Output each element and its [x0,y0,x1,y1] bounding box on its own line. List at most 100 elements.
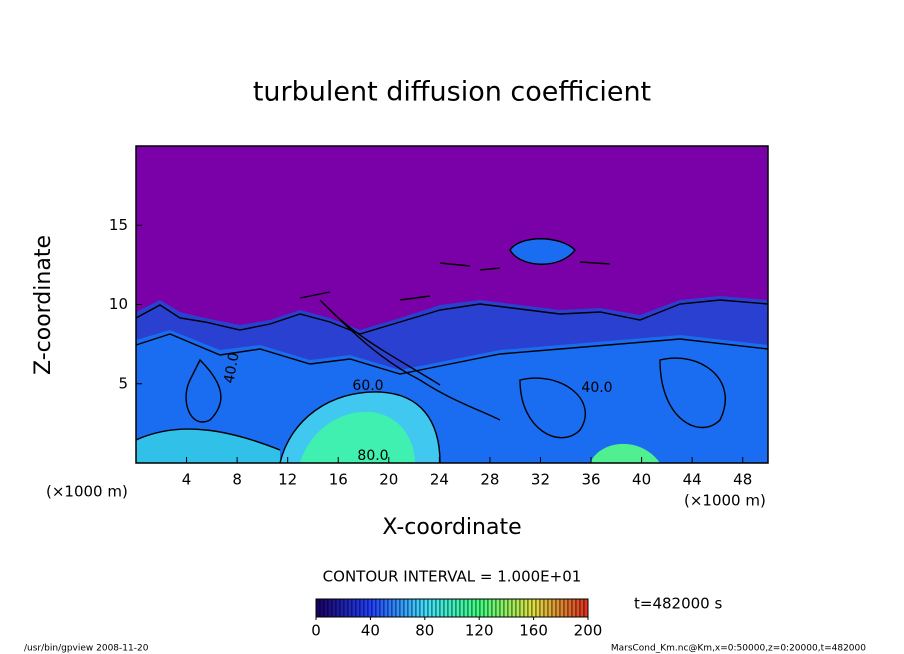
colorbar-stripe [543,598,549,618]
colorbar-stripe [439,598,445,618]
colorbar-stripe [407,598,413,618]
contour-label: 40.0 [581,380,612,396]
colorbar-tick-label: 0 [311,622,321,640]
colorbar-stripe [467,598,473,618]
colorbar-stripe [343,598,349,618]
colorbar-stripe [507,598,513,618]
colorbar-stripe [339,598,345,618]
colorbar-tick-label: 160 [519,622,548,640]
colorbar-tick-label: 120 [465,622,494,640]
chart-title: turbulent diffusion coefficient [253,77,651,108]
colorbar-stripe [503,598,509,618]
colorbar-stripe [375,598,381,618]
y-tick-label: 5 [118,374,128,392]
colorbar-stripe [367,598,373,618]
colorbar-stripe [411,598,417,618]
x-tick-label: 36 [581,471,600,489]
field [135,146,769,464]
colorbar-stripe [387,598,393,618]
x-tick-label: 32 [531,471,550,489]
x-tick-label: 4 [182,471,192,489]
x-tick-label: 16 [329,471,348,489]
colorbar-stripe [491,598,497,618]
x-tick-label: 24 [430,471,449,489]
x-axis-label: X-coordinate [382,515,521,540]
colorbar-stripe [475,598,481,618]
colorbar-stripe [563,598,569,618]
colorbar-tick-label: 40 [361,622,380,640]
contour-interval: CONTOUR INTERVAL = 1.000E+01 [323,568,582,586]
field-region [510,238,575,265]
colorbar-stripe [483,598,489,618]
colorbar-stripe [435,598,441,618]
colorbar-stripe [487,598,493,618]
colorbar-stripe [419,598,425,618]
colorbar-stripe [471,598,477,618]
colorbar-stripe [415,598,421,618]
colorbar-stripe [363,598,369,618]
colorbar-stripe [459,598,465,618]
colorbar-stripe [519,598,525,618]
colorbar-stripe [551,598,557,618]
colorbar-stripe [451,598,457,618]
colorbar-stripe [391,598,397,618]
contour-label: 60.0 [352,378,383,394]
colorbar-stripe [399,598,405,618]
colorbar-stripe [583,598,589,618]
contour-lines [135,238,769,464]
colorbar-stripe [323,598,329,618]
colorbar-stripe [547,598,553,618]
x-tick-label: 40 [632,471,651,489]
colorbar-tick-label: 200 [574,622,603,640]
field-region [136,429,280,463]
colorbar-stripe [395,598,401,618]
colorbar-stripe [347,598,353,618]
colorbar-stripe [579,598,585,618]
colorbar-stripe [499,598,505,618]
footer-right: MarsCond_Km.nc@Km,x=0:50000,z=0:20000,t=… [611,644,866,654]
x-tick-label: 8 [232,471,242,489]
colorbar-stripe [523,598,529,618]
field-region [300,411,415,463]
contour-label: 80.0 [357,448,388,464]
colorbar-stripe [463,598,469,618]
colorbar-stripe [431,598,437,618]
x-unit: (×1000 m) [684,492,766,510]
colorbar-stripe [479,598,485,618]
colorbar: 0 40 80 120 160 200 [311,598,603,640]
time-label: t=482000 s [634,595,722,613]
colorbar-stripe [531,598,537,618]
colorbar-stripe [527,598,533,618]
colorbar-stripe [567,598,573,618]
colorbar-stripe [447,598,453,618]
x-unit: (×1000 m) [46,483,128,501]
x-tick-label: 48 [733,471,752,489]
colorbar-stripe [575,598,581,618]
y-axis-label: Z-coordinate [31,235,56,375]
y-tick-label: 10 [109,295,128,313]
colorbar-tick-label: 80 [415,622,434,640]
field-region [590,443,660,463]
colorbar-stripe [539,598,545,618]
colorbar-stripe [351,598,357,618]
colorbar-stripe [319,598,325,618]
x-tick-label: 44 [683,471,702,489]
colorbar-stripe [455,598,461,618]
colorbar-stripe [511,598,517,618]
colorbar-stripe [559,598,565,618]
colorbar-stripe [327,598,333,618]
y-tick-label: 15 [109,216,128,234]
field-region [136,330,768,463]
colorbar-stripe [335,598,341,618]
colorbar-stripe [427,598,433,618]
colorbar-stripe [495,598,501,618]
colorbar-stripe [355,598,361,618]
colorbar-stripe [371,598,377,618]
x-tick-label: 28 [480,471,499,489]
x-tick-label: 20 [379,471,398,489]
colorbar-stripe [331,598,337,618]
colorbar-stripe [379,598,385,618]
colorbar-stripe [423,598,429,618]
contour-label: 40.0 [221,351,242,384]
